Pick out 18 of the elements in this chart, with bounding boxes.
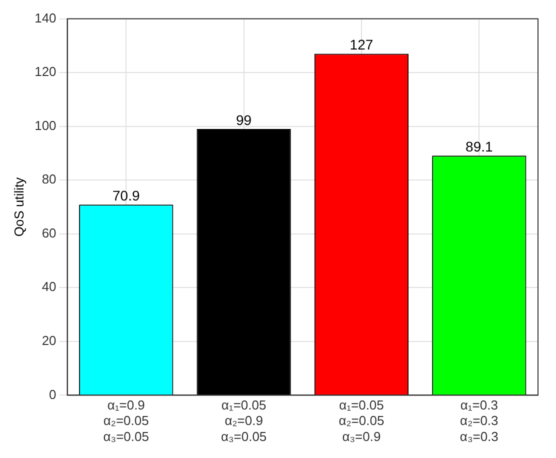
data-label: 127 (350, 36, 374, 53)
y-axis-title: QoS utility (11, 176, 26, 237)
y-tick-label: 60 (42, 225, 56, 240)
y-tick-label: 20 (42, 333, 56, 348)
y-tick-label: 40 (42, 279, 56, 294)
x-tick-label: α₁=0.05 α₂=0.9 α₃=0.05 (220, 398, 267, 444)
x-tick-label: α₁=0.9 α₂=0.05 α₃=0.05 (103, 398, 149, 444)
data-label: 99 (236, 112, 252, 128)
y-tick-label: 120 (34, 64, 56, 80)
y-tick-label: 140 (34, 10, 56, 26)
y-tick-label: 80 (42, 172, 56, 187)
data-label: 89.1 (466, 138, 493, 155)
bar (196, 129, 291, 395)
y-tick-label: 100 (34, 118, 56, 133)
data-label: 70.9 (112, 187, 140, 204)
x-tick-label: α₁=0.3 α₂=0.3 α₃=0.3 (460, 398, 498, 444)
y-tick-label: 0 (49, 386, 56, 402)
x-tick-label: α₁=0.05 α₂=0.05 α₃=0.9 (338, 398, 384, 444)
